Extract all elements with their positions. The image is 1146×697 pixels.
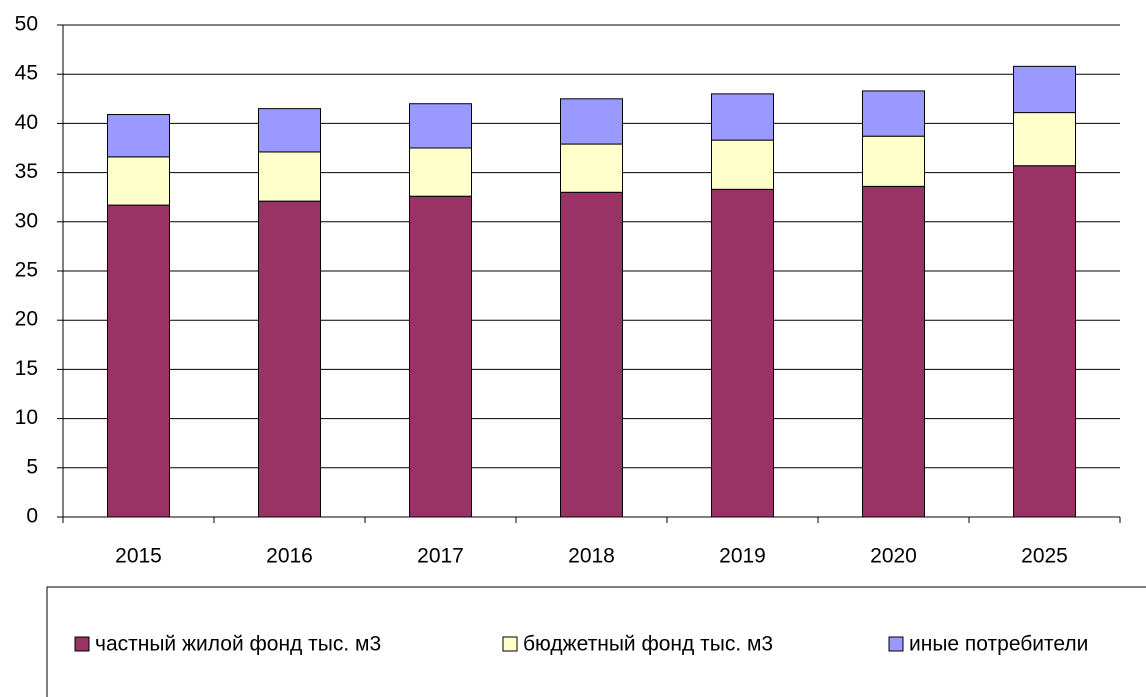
bar-segment: [258, 200, 321, 518]
y-tick-label: 25: [15, 259, 38, 282]
bar-segment: [258, 151, 321, 202]
bar-segment: [711, 93, 774, 141]
x-tick-label: 2015: [115, 545, 162, 568]
bar-segment: [862, 90, 925, 137]
x-tick-label: 2017: [417, 545, 464, 568]
bar-segment: [560, 143, 623, 193]
legend-label: иные потребители: [909, 633, 1088, 656]
legend-box: [46, 586, 1146, 697]
bar-segment: [107, 204, 170, 518]
y-tick-label: 20: [15, 308, 38, 331]
x-tick-label: 2020: [870, 545, 917, 568]
x-tick-label: 2019: [719, 545, 766, 568]
y-tick-label: 0: [26, 505, 38, 528]
y-tick-label: 15: [15, 357, 38, 380]
bar-segment: [560, 98, 623, 145]
bar-segment: [258, 108, 321, 153]
bar-segment: [409, 103, 472, 149]
y-tick-label: 35: [15, 160, 38, 183]
bar-segment: [862, 185, 925, 518]
bar-segment: [1013, 165, 1076, 518]
bar-segment: [1013, 65, 1076, 114]
legend-swatch: [888, 636, 904, 652]
y-tick-label: 50: [15, 13, 38, 36]
y-tick-label: 5: [26, 455, 38, 478]
bar-segment: [560, 191, 623, 518]
y-tick-label: 10: [15, 406, 38, 429]
bar-segment: [409, 147, 472, 197]
bar-segment: [711, 139, 774, 190]
legend-label: бюджетный фонд тыс. м3: [523, 633, 773, 656]
legend-swatch: [502, 636, 518, 652]
y-tick-label: 40: [15, 111, 38, 134]
y-tick-label: 30: [15, 209, 38, 232]
bar-segment: [1013, 112, 1076, 167]
y-tick-label: 45: [15, 62, 38, 85]
legend-label: частный жилой фонд тыс. м3: [95, 633, 381, 656]
x-tick-label: 2018: [568, 545, 615, 568]
bar-segment: [107, 156, 170, 206]
bar-segment: [711, 188, 774, 518]
x-tick-label: 2016: [266, 545, 313, 568]
x-tick-label: 2025: [1021, 545, 1068, 568]
bar-segment: [409, 195, 472, 518]
bar-segment: [862, 135, 925, 187]
legend-swatch: [74, 636, 90, 652]
bar-segment: [107, 114, 170, 158]
